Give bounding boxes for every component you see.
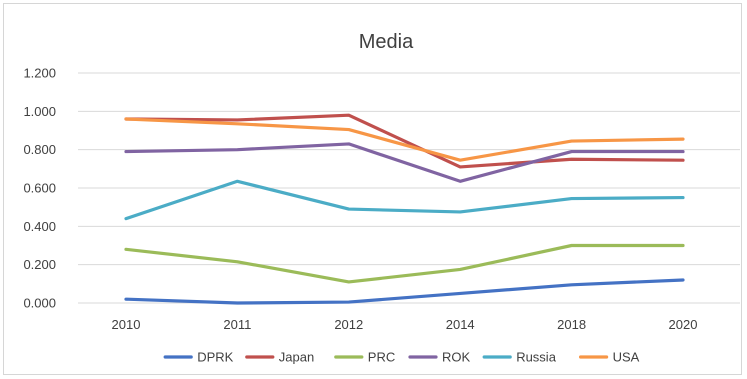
series-lines — [124, 113, 685, 305]
legend-item-rok: ROK — [408, 350, 471, 365]
chart-title: Media — [359, 31, 414, 53]
x-tick-label: 2014 — [446, 317, 475, 332]
x-tick-label: 2010 — [112, 317, 141, 332]
x-tick-label: 2018 — [557, 317, 586, 332]
legend: DPRK Japan PRC ROK Russia USA — [163, 350, 640, 365]
legend-label: Japan — [279, 350, 314, 365]
series-line-rok — [124, 142, 685, 183]
legend-label: PRC — [368, 350, 395, 365]
x-tick-label: 2020 — [669, 317, 698, 332]
series-line-dprk — [124, 278, 685, 305]
gridlines — [78, 72, 740, 304]
y-tick-label: 0.200 — [23, 257, 56, 272]
y-tick-label: 1.200 — [23, 66, 56, 81]
legend-item-prc: PRC — [334, 350, 395, 365]
y-tick-label: 0.000 — [23, 296, 56, 311]
legend-label: USA — [613, 350, 640, 365]
chart-frame — [3, 3, 742, 375]
y-tick-label: 0.800 — [23, 142, 56, 157]
legend-item-dprk: DPRK — [163, 350, 234, 365]
x-tick-label: 2012 — [334, 317, 363, 332]
legend-item-russia: Russia — [482, 350, 557, 365]
y-tick-label: 1.000 — [23, 104, 56, 119]
legend-item-japan: Japan — [245, 350, 314, 365]
legend-label: DPRK — [197, 350, 233, 365]
x-axis-tick-labels: 2010 2011 2012 2014 2018 2020 — [112, 317, 698, 332]
series-line-usa — [124, 117, 685, 162]
legend-label: Russia — [516, 350, 557, 365]
series-line-prc — [124, 243, 685, 284]
y-tick-label: 0.600 — [23, 181, 56, 196]
x-tick-label: 2011 — [223, 317, 251, 332]
y-tick-label: 0.400 — [23, 219, 56, 234]
series-line-russia — [124, 179, 685, 221]
series-line-japan — [124, 113, 685, 169]
legend-label: ROK — [442, 350, 471, 365]
y-axis-tick-labels: 0.000 0.200 0.400 0.600 0.800 1.000 1.200 — [23, 66, 56, 311]
legend-item-usa: USA — [578, 350, 640, 365]
